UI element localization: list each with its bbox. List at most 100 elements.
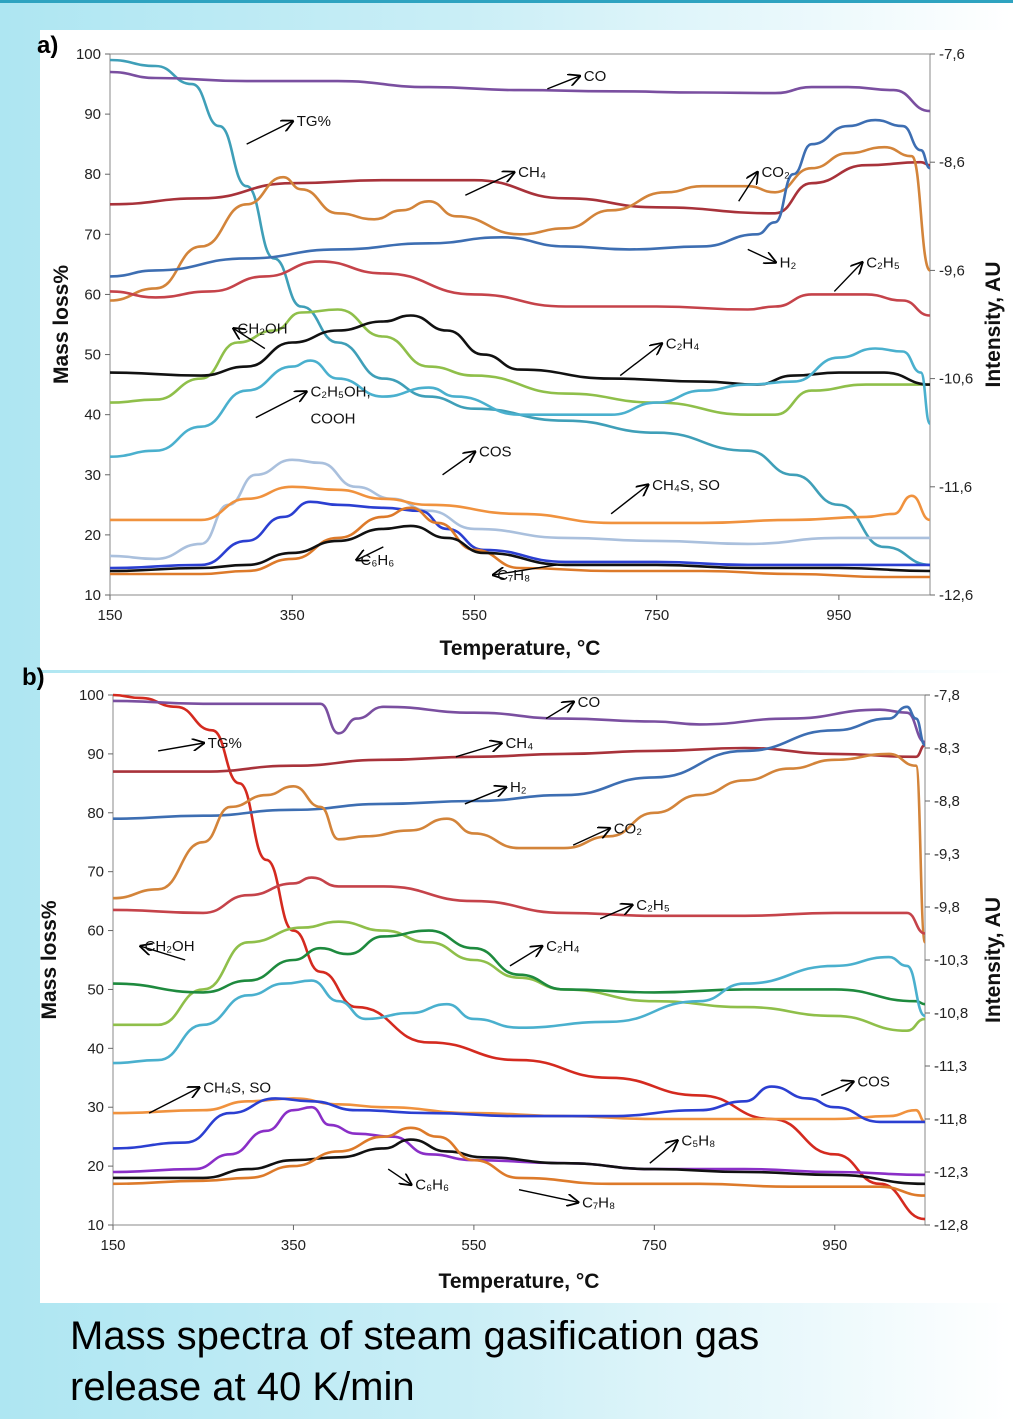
y-tick-label: 70 <box>87 864 104 881</box>
annotation-label: CO <box>584 68 607 85</box>
annotation-label: CH₄S, SO <box>652 477 720 494</box>
annotation-label: C₂H₄ <box>666 336 700 353</box>
annotation-arrow <box>465 172 514 196</box>
annotation-arrow <box>820 1082 853 1097</box>
annotation-arrow <box>572 828 610 846</box>
series-line-c-h <box>112 929 926 1006</box>
plot-area-frame <box>109 53 931 596</box>
series-line-h <box>112 705 927 820</box>
series-line-unlabeled <box>112 955 926 1065</box>
annotation-label: H₂ <box>510 779 527 796</box>
annotation-label: CO <box>578 694 601 711</box>
series-line-co <box>112 752 927 944</box>
annotation-label: C₇H₈ <box>582 1194 615 1211</box>
series-line-c-h <box>113 1138 926 1186</box>
series-line-c-h <box>109 314 931 386</box>
series-line-c-h <box>112 1126 926 1197</box>
annotation-arrow <box>619 344 662 377</box>
x-tick-label: 150 <box>97 607 122 624</box>
y-tick-label: 10 <box>84 587 101 604</box>
y-tick-label: 10 <box>87 1217 104 1234</box>
series-line-ch-s-so <box>112 1097 926 1124</box>
annotation-label: C₇H₈ <box>497 567 530 584</box>
annotation-label: C₂H₅ <box>866 254 900 271</box>
annotation-arrow <box>442 452 475 476</box>
y-tick-label: 90 <box>84 106 101 123</box>
series-line-c-h <box>112 1105 926 1177</box>
y-tick-label: 20 <box>87 1158 104 1175</box>
annotation-label: CO₂ <box>761 164 790 181</box>
y-tick-label: 40 <box>87 1040 104 1057</box>
y-tick-label: 80 <box>84 166 101 183</box>
y2-tick-label: -11,8 <box>934 1111 967 1128</box>
series-line-tg <box>112 693 926 1221</box>
annotation-arrow <box>599 905 632 920</box>
annotation-arrow <box>518 1188 578 1203</box>
annotation-arrow <box>234 329 266 350</box>
x-tick-label: 950 <box>822 1237 847 1254</box>
annotation-label: COS <box>479 444 512 461</box>
annotation-label: CH₄S, SO <box>203 1080 271 1097</box>
y-tick-label: 70 <box>84 226 101 243</box>
y-tick-label: 100 <box>79 687 104 704</box>
annotation-label: C₆H₆ <box>415 1177 449 1194</box>
y2-tick-label: -9,6 <box>939 262 965 279</box>
y-tick-label: 30 <box>84 467 101 484</box>
series-line-ch <box>113 743 926 773</box>
y2-tick-label: -9,8 <box>934 899 960 916</box>
series-line-co <box>109 145 932 302</box>
series-line-c-h <box>109 500 930 570</box>
y2-tick-label: -11,6 <box>939 479 972 496</box>
y-tick-label: 60 <box>87 923 104 940</box>
y2-tick-label: -12,8 <box>934 1217 968 1234</box>
x-tick-label: 350 <box>280 607 305 624</box>
panel-label-b: b) <box>22 664 45 691</box>
annotation-arrow <box>141 946 186 961</box>
annotation-arrow <box>747 248 776 262</box>
y2-tick-label: -9,3 <box>934 846 960 863</box>
annotation-arrow <box>148 1088 199 1114</box>
series-line-ch-s-so <box>110 485 931 525</box>
y2-tick-label: -8,8 <box>934 793 960 810</box>
y-axis-title: Mass loss% <box>40 900 61 1019</box>
annotation-arrow <box>547 76 579 90</box>
y-tick-label: 90 <box>87 746 104 763</box>
y2-tick-label: -12,3 <box>934 1164 968 1181</box>
annotation-arrow <box>455 743 502 758</box>
caption-line-2: release at 40 K/min <box>70 1365 415 1409</box>
y-tick-label: 40 <box>84 407 101 424</box>
x-tick-label: 750 <box>642 1237 667 1254</box>
y-tick-label: 50 <box>84 347 101 364</box>
annotation-label: C₆H₆ <box>361 552 395 569</box>
y-tick-label: 30 <box>87 1099 104 1116</box>
series-line-cos <box>112 1085 925 1150</box>
y-tick-label: 50 <box>87 981 104 998</box>
x-tick-label: 150 <box>100 1237 125 1254</box>
series-line-c-h <box>112 876 926 935</box>
annotation-label: TG% <box>208 735 242 752</box>
series-line-unlabeled <box>109 524 931 573</box>
panel-label-a: a) <box>37 32 59 59</box>
series-line-ch-oh <box>113 920 926 1032</box>
y2-tick-label: -12,6 <box>939 587 973 604</box>
annotation-arrow <box>545 702 574 720</box>
chart-a-svg: 10 20 30 40 50 60 70 80 90 100 -7,6 -8,6 -9,6 -10,6 -1… <box>50 46 1005 660</box>
x-tick-label: 950 <box>826 607 851 624</box>
y-tick-label: 60 <box>84 286 101 303</box>
annotation-arrow <box>493 564 557 575</box>
x-tick-label: 550 <box>461 1237 486 1254</box>
y2-tick-label: -7,8 <box>934 687 960 704</box>
y2-tick-label: -8,3 <box>934 740 960 757</box>
y2-tick-label: -10,6 <box>939 371 973 388</box>
caption-line-1: Mass spectra of steam gasification gas <box>70 1314 760 1358</box>
y-axis-title: Mass loss% <box>50 265 73 384</box>
annotation-arrow <box>738 172 758 202</box>
y2-tick-label: -8,6 <box>939 154 965 171</box>
annotation-label: C₂H₅ <box>636 897 670 914</box>
top-rule <box>0 0 1013 3</box>
series-line-h <box>109 118 931 278</box>
series-line-co <box>112 699 926 744</box>
annotation-arrow <box>509 946 542 967</box>
annotation-label: CH₂OH <box>238 321 288 338</box>
x-axis-title: Temperature, °C <box>440 637 601 660</box>
